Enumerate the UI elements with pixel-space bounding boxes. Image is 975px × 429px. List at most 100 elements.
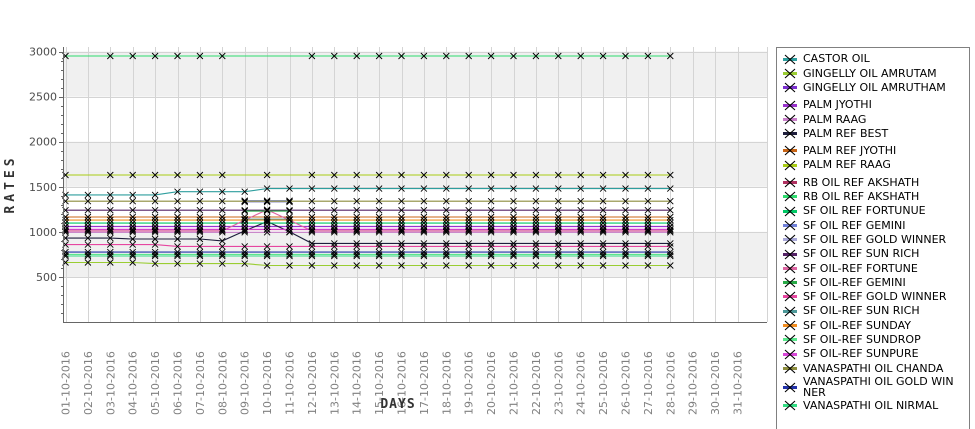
legend-label: SF OIL REF SUN RICH [803,247,920,261]
axes [59,47,767,323]
legend-line-marker-icon [783,177,797,188]
legend-line-marker-icon [783,54,797,65]
svg-text:29-10-2016: 29-10-2016 [687,351,700,415]
svg-text:01-10-2016: 01-10-2016 [60,351,73,415]
svg-text:500: 500 [36,271,57,284]
svg-text:28-10-2016: 28-10-2016 [664,351,677,415]
legend-item-gingelly-oil-amrutam: GINGELLY OIL AMRUTAM [782,66,969,80]
legend-line-marker-icon [783,349,797,359]
svg-text:10-10-2016: 10-10-2016 [261,351,274,415]
legend-item-castor-oil: CASTOR OIL [782,52,969,66]
legend-line-marker-icon [783,263,797,274]
svg-text:1000: 1000 [29,226,57,239]
svg-text:20-10-2016: 20-10-2016 [485,351,498,415]
legend-line-marker-icon [783,306,797,317]
legend-item-sf-oil-ref-gemini: SF OIL REF GEMINI [782,218,969,232]
svg-text:21-10-2016: 21-10-2016 [508,351,521,415]
svg-text:17-10-2016: 17-10-2016 [418,351,431,415]
svg-text:07-10-2016: 07-10-2016 [194,351,207,415]
legend-item-sf-oil-ref-gold-winner: SF OIL REF GOLD WINNER [782,233,969,247]
legend-label: SF OIL-REF SUN RICH [803,304,920,318]
x-axis-title: DAYS [380,397,415,412]
legend-item-rb-oil-ref-akshath: RB OIL REF AKSHATH [782,175,969,189]
legend-label: VANASPATHI OIL NIRMAL [803,398,939,412]
svg-text:2500: 2500 [29,91,57,104]
svg-text:03-10-2016: 03-10-2016 [104,351,117,415]
legend-label: PALM JYOTHI [803,98,872,112]
legend-line-marker-icon [783,146,797,156]
svg-text:11-10-2016: 11-10-2016 [284,351,297,415]
legend-line-marker-icon [783,128,797,139]
legend-line-marker-icon [783,114,797,125]
svg-text:12-10-2016: 12-10-2016 [306,351,319,415]
legend-label: RB OIL REF AKSHATH [803,190,920,204]
legend-item-vanaspathi-oil-gold-winner: VANASPATHI OIL GOLD WINNER [782,374,969,400]
legend-line-marker-icon [783,249,797,259]
legend-label: PALM REF RAAG [803,158,891,172]
legend-item-sf-oil-ref-sunday: SF OIL-REF SUNDAY [782,318,969,332]
svg-text:18-10-2016: 18-10-2016 [440,351,453,415]
svg-text:06-10-2016: 06-10-2016 [172,351,185,415]
legend-label: PALM REF JYOTHI [803,144,897,158]
svg-text:15-10-2016: 15-10-2016 [373,351,386,415]
svg-text:27-10-2016: 27-10-2016 [642,351,655,415]
svg-text:31-10-2016: 31-10-2016 [732,351,745,415]
y-tick-labels: 500 1000 1500 2000 2500 3000 [29,46,57,284]
legend-item-sf-oil-ref-gemini: SF OIL-REF GEMINI [782,275,969,289]
rates-line-chart: 500 1000 1500 2000 2500 3000 01-10-2016 02-10-2… [3,46,768,415]
legend-label: CASTOR OIL [803,52,870,66]
svg-text:2000: 2000 [29,136,57,149]
legend-line-marker-icon [783,206,797,217]
legend-item-palm-ref-best: PALM REF BEST [782,126,969,140]
legend-label: RB OIL REF AKSHATH [803,175,920,189]
svg-text:13-10-2016: 13-10-2016 [328,351,341,415]
legend-item-sf-oil-ref-sundrop: SF OIL-REF SUNDROP [782,333,969,347]
legend-label: VANASPATHI OIL CHANDA [803,361,944,375]
legend-label: SF OIL REF FORTUNUE [803,204,926,218]
legend-label: SF OIL-REF SUNDROP [803,333,921,347]
legend-label: PALM REF BEST [803,126,889,140]
svg-text:05-10-2016: 05-10-2016 [149,351,162,415]
series-sf-oil-ref-fortune [65,209,671,232]
axis-titles: RATES DAYS [3,154,415,412]
svg-text:14-10-2016: 14-10-2016 [351,351,364,415]
legend-line-marker-icon [783,160,797,171]
svg-text:02-10-2016: 02-10-2016 [82,351,95,415]
svg-text:26-10-2016: 26-10-2016 [620,351,633,415]
chart-legend: CASTOR OIL GINGELLY OIL AMRUTAM GINGELLY O… [776,47,970,429]
svg-text:16-10-2016: 16-10-2016 [396,351,409,415]
legend-item-sf-oil-ref-sun-rich: SF OIL-REF SUN RICH [782,304,969,318]
legend-line-marker-icon [783,334,797,345]
legend-item-vanaspathi-oil-chanda: VANASPATHI OIL CHANDA [782,361,969,375]
svg-text:23-10-2016: 23-10-2016 [552,351,565,415]
legend-line-marker-icon [783,68,797,79]
legend-item-vanaspathi-oil-nirmal: VANASPATHI OIL NIRMAL [782,399,969,413]
legend-label: SF OIL REF GOLD WINNER [803,232,947,246]
legend-label: SF OIL-REF GEMINI [803,275,906,289]
series-palm-ref-best [65,220,671,244]
svg-text:25-10-2016: 25-10-2016 [597,351,610,415]
svg-text:30-10-2016: 30-10-2016 [709,351,722,415]
svg-text:24-10-2016: 24-10-2016 [575,351,588,415]
legend-line-marker-icon [783,320,797,331]
legend-line-marker-icon [783,220,797,231]
series-sf-oil-ref-gold-winner [65,244,671,247]
legend-item-palm-ref-raag: PALM REF RAAG [782,158,969,172]
legend-line-marker-icon [783,191,797,202]
legend-line-marker-icon [783,100,797,110]
legend-label: VANASPATHI OIL GOLD WINNER [803,374,954,400]
series-castor-oil [65,188,671,196]
legend-label: SF OIL REF GEMINI [803,218,906,232]
legend-item-gingelly-oil-amrutham: GINGELLY OIL AMRUTHAM [782,81,969,95]
legend-line-marker-icon [783,82,797,93]
legend-item-palm-jyothi: PALM JYOTHI [782,98,969,112]
legend-label: SF OIL-REF FORTUNE [803,261,918,275]
legend-line-marker-icon [783,291,797,302]
legend-label: GINGELLY OIL AMRUTHAM [803,80,946,94]
legend-line-marker-icon [783,277,797,288]
svg-text:3000: 3000 [29,46,57,59]
legend-item-sf-oil-ref-sun-rich: SF OIL REF SUN RICH [782,247,969,261]
legend-label: SF OIL-REF GOLD WINNER [803,290,947,304]
legend-label: SF OIL-REF SUNDAY [803,318,911,332]
